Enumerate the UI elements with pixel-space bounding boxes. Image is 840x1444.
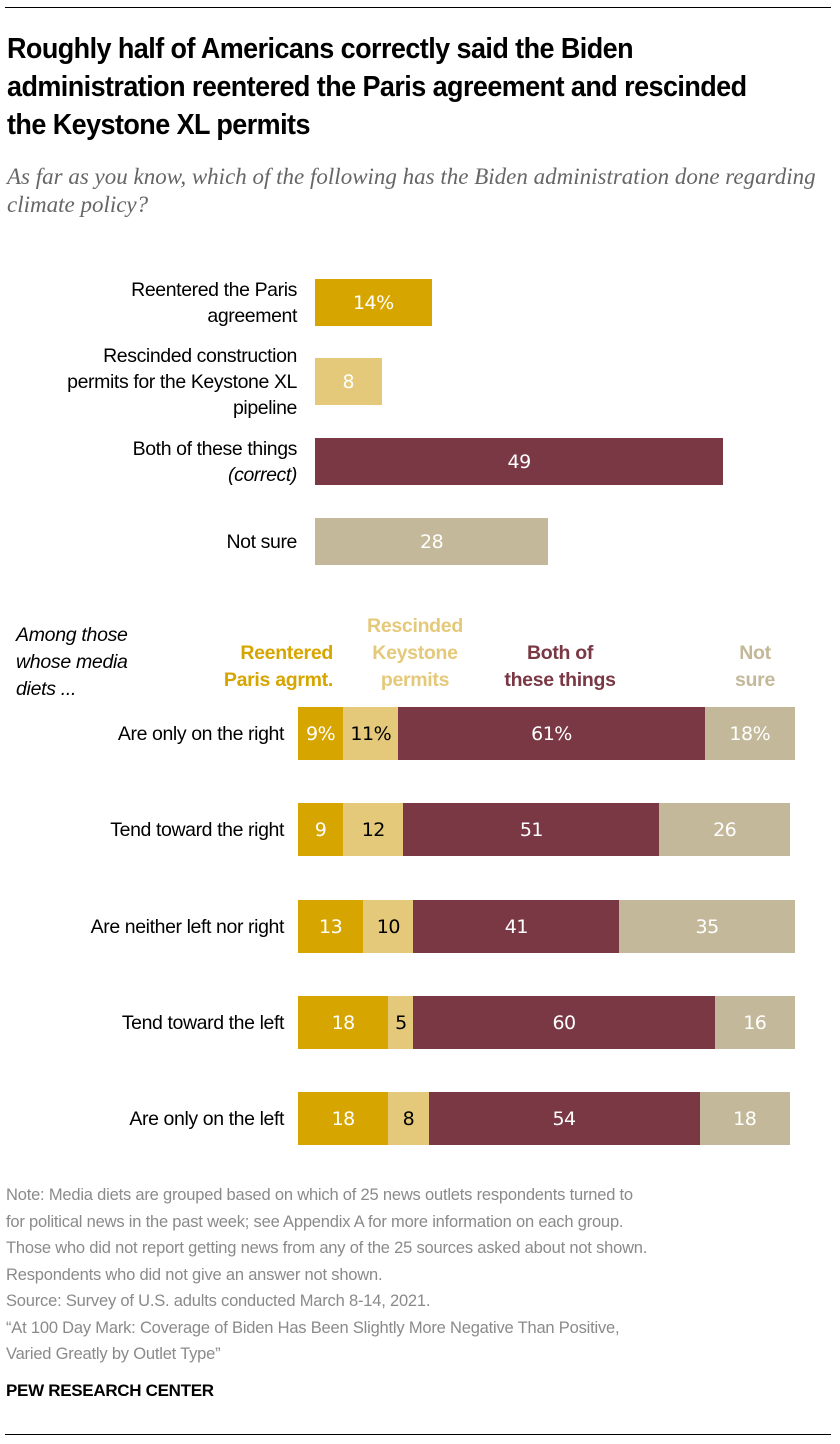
data-label: 26 xyxy=(713,818,737,841)
chart-subtitle: As far as you know, which of the followi… xyxy=(7,164,816,217)
data-label: 5 xyxy=(395,1011,407,1034)
bar-segment xyxy=(298,803,344,856)
bar-segment xyxy=(343,707,399,760)
category-label: Rescinded construction permits for the Ke… xyxy=(67,343,297,421)
bar-segment xyxy=(298,707,344,760)
note-line: Those who did not report getting news fr… xyxy=(6,1239,648,1257)
legend-label-line: Both of xyxy=(526,642,594,664)
data-label: 13 xyxy=(319,915,343,938)
row-header: Among those whose media diets ... xyxy=(16,622,128,703)
bar-segment xyxy=(298,1092,389,1145)
data-label: 16 xyxy=(743,1011,767,1034)
legend-label: Reentered Paris agrmt. xyxy=(173,640,333,694)
data-label: 18 xyxy=(331,1011,356,1034)
legend-label-line: these things xyxy=(504,669,616,691)
bar-segment xyxy=(413,996,715,1049)
data-label: 11% xyxy=(350,722,392,745)
legend-label: Both of these things xyxy=(480,640,640,694)
bar-segment xyxy=(428,1092,700,1145)
report-title-line: “At 100 Day Mark: Coverage of Biden Has … xyxy=(6,1318,620,1337)
bar-segment xyxy=(388,996,414,1049)
bar-segment xyxy=(659,803,790,856)
chart-title: Roughly half of Americans correctly said… xyxy=(7,33,747,141)
bar-segment xyxy=(699,1092,790,1145)
category-label-line: (correct) xyxy=(228,463,297,486)
data-label: 10 xyxy=(376,915,401,938)
category-label: Are only on the left xyxy=(129,1107,284,1130)
row-header-line: whose media xyxy=(16,651,128,673)
source-line: Source: Survey of U.S. adults conducted … xyxy=(6,1292,431,1310)
category-label: Tend toward the right xyxy=(110,818,284,841)
data-label: 51 xyxy=(519,818,544,841)
category-label-line: Rescinded construction xyxy=(103,344,297,367)
category-label: Are only on the right xyxy=(117,722,285,745)
category-label-line: agreement xyxy=(207,304,297,327)
notes: Note: Media diets are grouped based on w… xyxy=(6,1182,826,1368)
data-label: 54 xyxy=(552,1107,576,1130)
data-label: 49 xyxy=(507,450,531,473)
category-label-line: Not sure xyxy=(226,530,298,553)
category-label: Not sure xyxy=(227,529,298,555)
data-label: 12 xyxy=(361,818,386,841)
data-label: 14% xyxy=(352,291,394,314)
legend-label-line: Keystone xyxy=(372,642,458,664)
legend-label: Not sure xyxy=(675,640,835,694)
legend-label-line: permits xyxy=(380,669,450,691)
data-label: 18 xyxy=(733,1107,757,1130)
note-line: Respondents who did not give an answer n… xyxy=(6,1265,383,1284)
bar-segment xyxy=(343,803,404,856)
category-label: Tend toward the left xyxy=(121,1011,285,1034)
data-label: 9% xyxy=(306,722,336,745)
data-label: 60 xyxy=(552,1011,576,1034)
data-label: 9 xyxy=(314,818,327,841)
legend-label-line: Not xyxy=(739,642,771,664)
bar xyxy=(315,358,382,405)
legend-label-line: Reentered xyxy=(240,642,333,664)
bar xyxy=(315,518,549,565)
data-label: 61% xyxy=(531,722,572,745)
bar-segment xyxy=(403,803,660,856)
bar-segment xyxy=(398,707,705,760)
legend-label-line: Rescinded xyxy=(367,615,463,637)
legend-label-line: Paris agrmt. xyxy=(223,669,333,691)
category-label-line: Reentered the Paris xyxy=(131,278,297,301)
category-label-line: permits for the Keystone XL xyxy=(67,370,297,393)
data-label: 18 xyxy=(331,1107,356,1130)
row-header-line: Among those xyxy=(16,624,128,646)
bottom-rule xyxy=(5,1434,831,1435)
note-line: Note: Media diets are grouped based on w… xyxy=(6,1186,633,1204)
data-label: 28 xyxy=(420,530,444,553)
bar-segment xyxy=(619,900,795,953)
bar-segment xyxy=(388,1092,429,1145)
bar-segment xyxy=(704,707,795,760)
bar-segment xyxy=(298,900,364,953)
row-header-line: diets ... xyxy=(16,678,77,700)
legend-label: Rescinded Keystone permits xyxy=(335,613,495,694)
note-line: for political news in the past week; see… xyxy=(6,1212,624,1231)
data-label: 35 xyxy=(695,915,720,938)
data-label: 18% xyxy=(729,722,771,745)
data-label: 8 xyxy=(402,1107,415,1130)
bar-segment xyxy=(714,996,795,1049)
category-label: Both of these things (correct) xyxy=(132,436,298,488)
data-label: 8 xyxy=(342,370,355,393)
category-label: Reentered the Paris agreement xyxy=(131,277,297,329)
top-rule xyxy=(5,7,831,8)
report-title-line: Varied Greatly by Outlet Type” xyxy=(6,1345,221,1363)
category-label-line: pipeline xyxy=(232,396,297,419)
category-label-line: Both of these things xyxy=(132,437,298,460)
bar xyxy=(315,438,724,485)
bar xyxy=(315,279,432,326)
bar-segment xyxy=(363,900,414,953)
bar-segment xyxy=(413,900,620,953)
pew-logo-text: PEW RESEARCH CENTER xyxy=(6,1381,214,1400)
legend-label-line: sure xyxy=(735,669,775,691)
category-label: Are neither left nor right xyxy=(90,915,285,938)
data-label: 41 xyxy=(504,915,529,938)
bar-segment xyxy=(298,996,389,1049)
